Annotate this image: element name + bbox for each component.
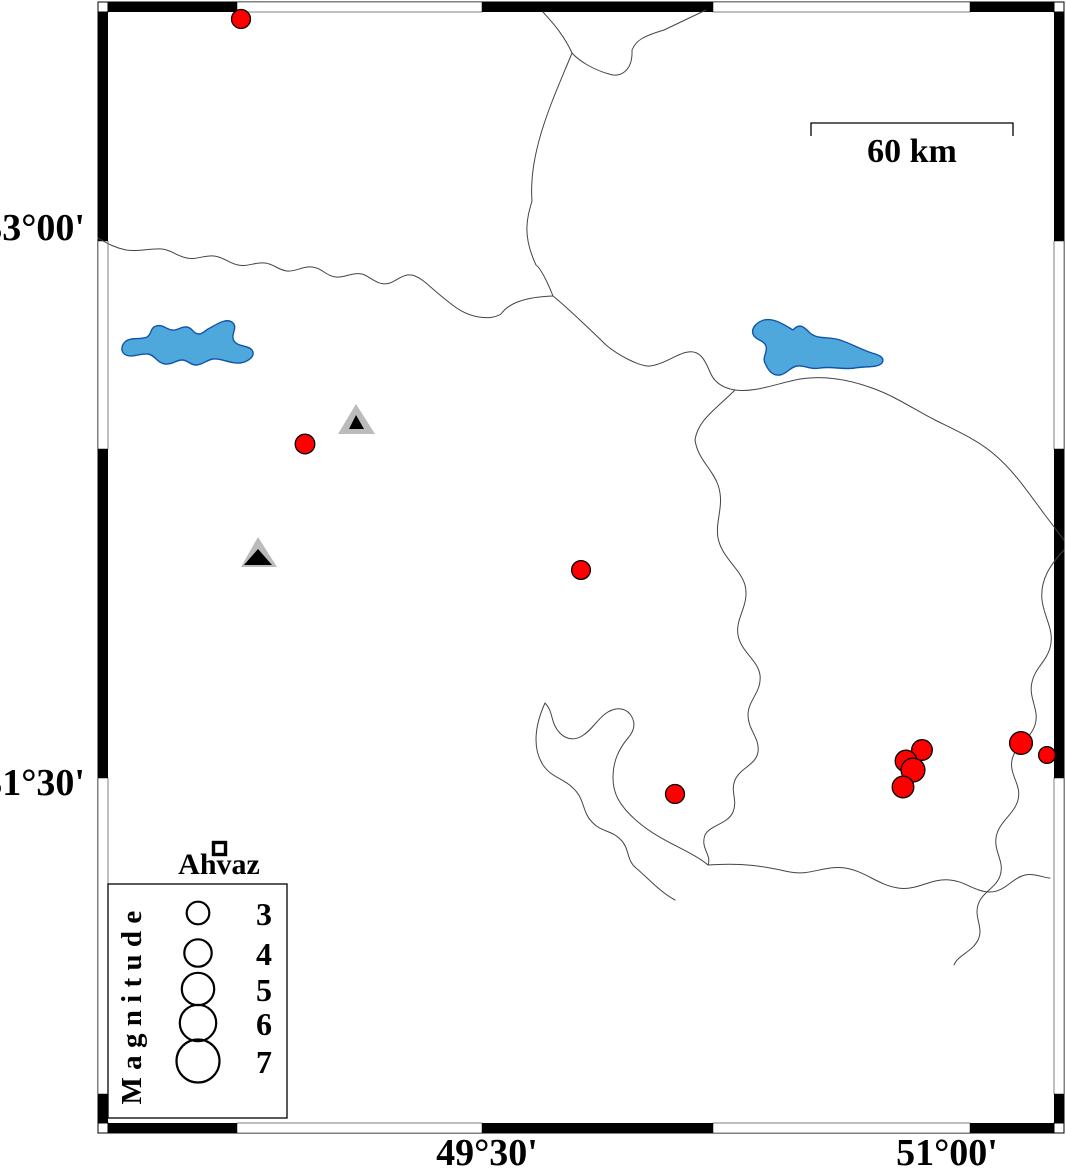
svg-text:5: 5	[256, 972, 272, 1008]
svg-text:60 km: 60 km	[867, 133, 957, 170]
svg-text:Ahvaz: Ahvaz	[178, 848, 260, 881]
svg-text:33°00': 33°00'	[0, 207, 85, 249]
svg-text:4: 4	[256, 936, 272, 972]
svg-text:Magnitude: Magnitude	[116, 903, 148, 1104]
svg-text:31°30': 31°30'	[0, 762, 85, 804]
svg-text:3: 3	[256, 896, 272, 932]
svg-text:7: 7	[256, 1044, 272, 1080]
svg-text:51°00': 51°00'	[896, 1132, 998, 1170]
svg-text:49°30': 49°30'	[436, 1132, 538, 1170]
svg-text:6: 6	[256, 1006, 272, 1042]
